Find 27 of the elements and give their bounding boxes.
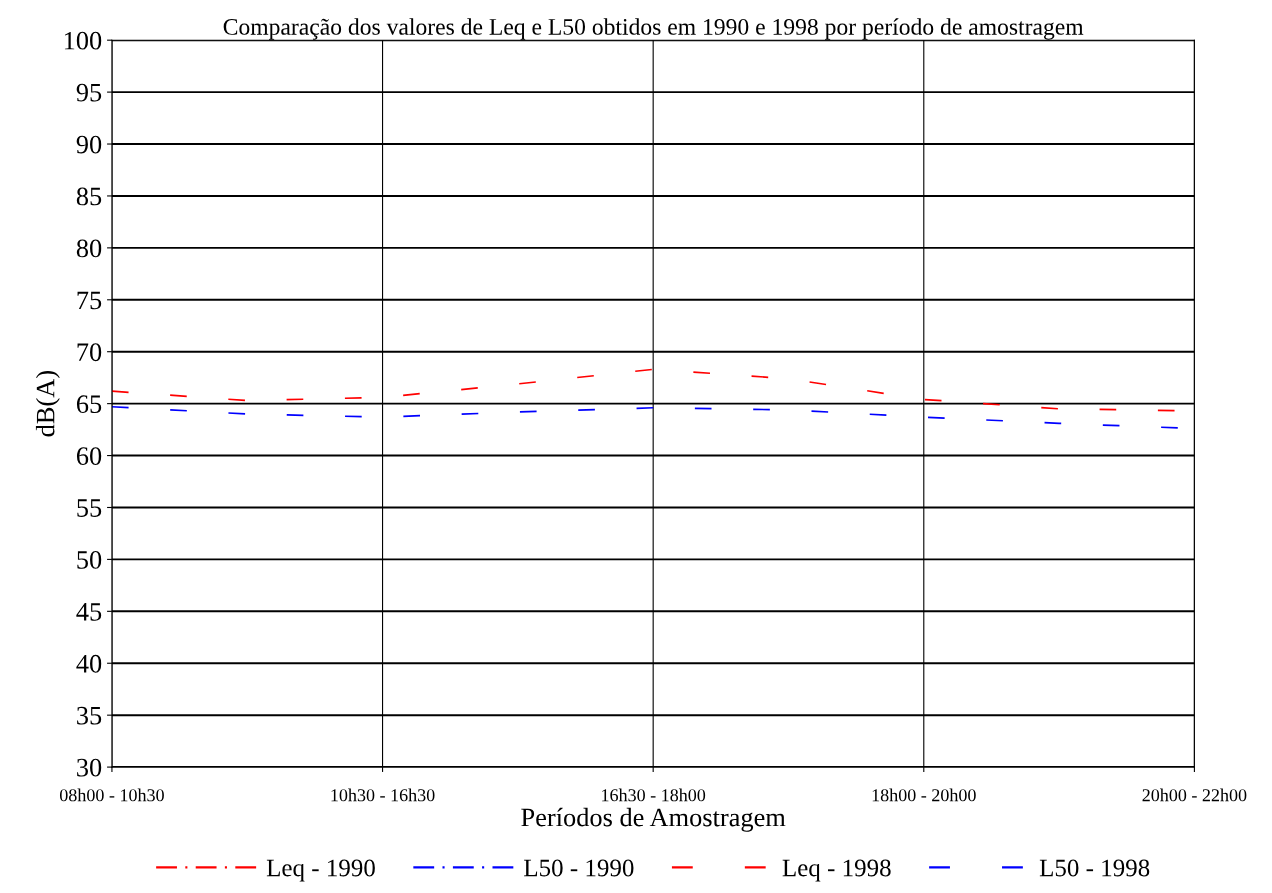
y-tick-label: 35 bbox=[77, 706, 102, 725]
y-tick-label: 30 bbox=[77, 758, 102, 777]
x-tick-label: 08h00 - 10h30 bbox=[59, 788, 164, 802]
y-tick-label: 85 bbox=[76, 187, 102, 206]
legend-label: Leq - 1998 bbox=[782, 859, 891, 882]
y-tick-label: 45 bbox=[76, 603, 102, 621]
y-tick-label: 80 bbox=[76, 239, 102, 258]
x-tick-label: 16h30 - 18h00 bbox=[602, 788, 706, 802]
x-tick-label: 20h00 - 22h00 bbox=[1142, 788, 1247, 802]
x-tick-label: 10h30 - 16h30 bbox=[331, 788, 435, 802]
legend-label: Leq - 1990 bbox=[266, 859, 375, 882]
x-tick-label: 18h00 - 20h00 bbox=[872, 788, 976, 802]
y-tick-label: 70 bbox=[77, 343, 102, 362]
legend-label: L50 - 1990 bbox=[524, 859, 634, 877]
y-tick-label: 65 bbox=[76, 395, 102, 414]
y-axis-title: dB(A) bbox=[35, 371, 60, 437]
y-tick-label: 100 bbox=[64, 31, 102, 50]
y-tick-label: 55 bbox=[77, 499, 102, 517]
y-tick-label: 95 bbox=[76, 83, 102, 102]
chart-title: Comparação dos valores de Leq e L50 obtidos em 1990 e 1998 por período de amostragem bbox=[223, 18, 1084, 40]
y-tick-label: 40 bbox=[76, 654, 102, 673]
y-tick-label: 60 bbox=[76, 447, 102, 465]
y-tick-label: 90 bbox=[76, 135, 102, 154]
legend-label: L50 - 1998 bbox=[1039, 859, 1150, 877]
y-tick-label: 75 bbox=[77, 291, 102, 310]
y-tick-label: 50 bbox=[77, 551, 102, 569]
x-axis-title: Períodos de Amostragem bbox=[521, 807, 786, 832]
